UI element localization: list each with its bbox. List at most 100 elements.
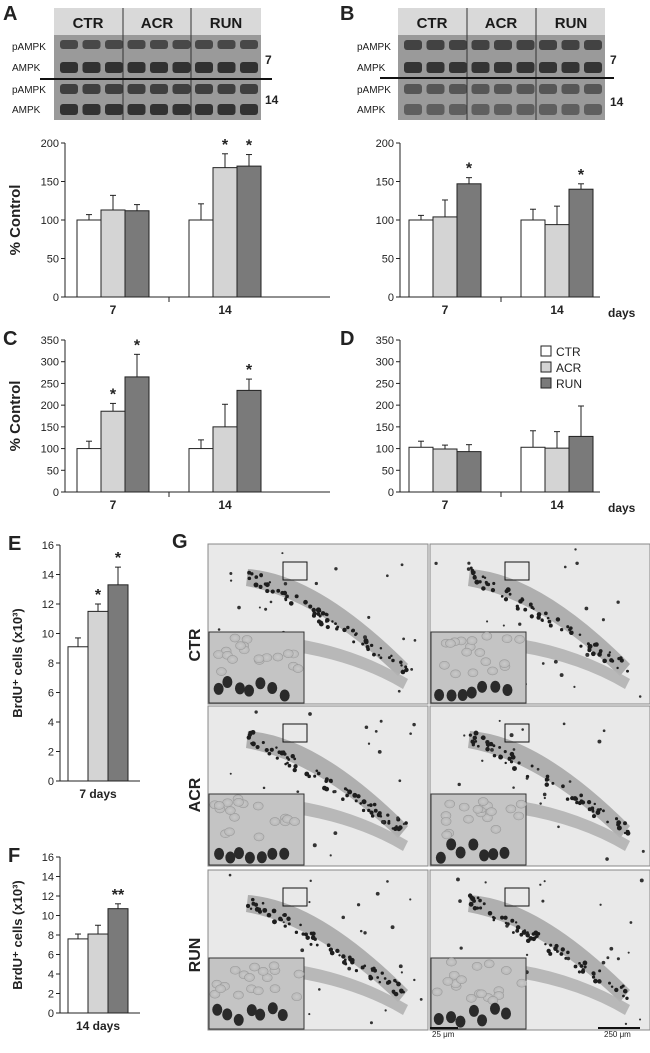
brdu-cell — [523, 607, 528, 612]
brdu-cell — [294, 930, 299, 934]
brdu-cell — [320, 611, 326, 616]
brdu-cell — [341, 915, 345, 920]
brdu-cell — [342, 627, 347, 633]
x-tick-label: 14 — [550, 303, 564, 317]
brdu-cell — [476, 744, 480, 748]
inset-cell — [499, 659, 510, 668]
granule-cell-layer — [296, 965, 408, 1015]
blot-band — [240, 40, 258, 49]
panel-letter-e: E — [8, 533, 21, 555]
brdu-cell — [598, 969, 602, 973]
inset-brdu-cell — [457, 689, 468, 702]
y-tick-label: 0 — [388, 487, 394, 499]
brdu-cell — [535, 934, 539, 938]
brdu-cell — [559, 673, 564, 678]
brdu-cell — [400, 971, 403, 974]
bar-run — [568, 435, 594, 493]
blot-band — [195, 84, 213, 94]
y-tick-label: 16 — [42, 540, 54, 552]
brdu-cell — [597, 652, 602, 657]
brdu-cell — [577, 970, 582, 974]
brdu-cell — [543, 880, 546, 883]
inset-cell — [440, 817, 452, 826]
y-tick-label: 250 — [376, 378, 394, 390]
brdu-cell — [616, 820, 622, 826]
inset-cell — [224, 827, 235, 837]
brdu-cell — [626, 669, 629, 673]
brdu-cell — [395, 825, 398, 828]
x-unit-label: days — [608, 306, 636, 320]
blot-day-label: 14 — [265, 93, 279, 107]
brdu-cell — [507, 756, 511, 760]
brdu-cell — [623, 831, 627, 835]
granule-cell-layer — [468, 569, 630, 676]
inset-brdu-cell — [246, 1004, 257, 1017]
blot-row-label: pAMPK — [12, 85, 46, 96]
blot-band — [471, 84, 490, 94]
brdu-cell — [368, 803, 373, 808]
brdu-cell — [483, 576, 487, 580]
zoom-box — [282, 887, 308, 907]
brdu-cell — [409, 732, 412, 735]
brdu-cell — [269, 600, 273, 604]
brdu-cell — [283, 924, 287, 928]
brdu-cell — [456, 877, 460, 882]
brdu-cell — [480, 735, 486, 741]
brdu-cell — [312, 843, 317, 848]
brdu-cell — [312, 611, 317, 616]
brdu-cell — [573, 685, 576, 688]
inset-brdu-cell — [255, 1008, 266, 1021]
brdu-cell — [471, 743, 475, 747]
y-tick-label: 350 — [376, 335, 394, 347]
brdu-cell — [398, 779, 402, 783]
brdu-cell — [525, 953, 529, 957]
brdu-cell — [572, 796, 578, 801]
brdu-cell — [249, 907, 253, 910]
brdu-cell — [346, 625, 350, 630]
brdu-cell — [498, 719, 501, 722]
brdu-cell — [253, 902, 259, 907]
histology-grid: CTR ACR RUN 25 μm 250 μm — [187, 543, 650, 1039]
inset-cell — [268, 961, 280, 971]
brdu-cell — [293, 764, 298, 769]
blot-band — [561, 84, 580, 94]
inset-cell — [465, 994, 477, 1003]
brdu-cell — [268, 581, 272, 584]
brdu-cell — [579, 644, 583, 648]
inset-brdu-cell — [477, 1014, 488, 1027]
brdu-cell — [562, 722, 566, 726]
brdu-cell — [466, 567, 471, 571]
y-tick-label: 0 — [53, 487, 59, 499]
brdu-cell — [360, 965, 365, 970]
inset-brdu-cell — [446, 1011, 457, 1024]
blot-row-label: pAMPK — [12, 42, 46, 53]
brdu-cell — [369, 643, 374, 647]
brdu-cell — [511, 931, 515, 934]
inset-cell — [441, 830, 453, 840]
blot-band — [404, 84, 422, 94]
brdu-cell — [597, 979, 602, 984]
brdu-cell — [363, 639, 369, 645]
blot-band — [539, 84, 557, 94]
brdu-cell — [308, 1013, 311, 1016]
brdu-cell — [413, 978, 416, 982]
granule-cell-layer — [246, 895, 408, 1002]
brdu-cell — [325, 617, 330, 623]
brdu-cell — [505, 924, 509, 928]
brdu-cell — [638, 695, 642, 698]
brdu-cell — [404, 665, 408, 669]
blot-band — [217, 104, 236, 115]
y-tick-label: 4 — [48, 969, 54, 981]
brdu-cell — [412, 722, 416, 727]
blot-band — [60, 40, 78, 49]
brdu-cell — [354, 799, 358, 803]
brdu-cell — [539, 883, 542, 886]
brdu-cell — [404, 821, 408, 825]
inset-brdu-cell — [468, 1004, 479, 1017]
blot-band — [584, 84, 602, 94]
blot-band — [539, 104, 557, 115]
inset-cell — [467, 668, 479, 678]
brdu-cell — [625, 996, 629, 1000]
x-tick-label: 7 — [110, 303, 117, 317]
bar-ctr — [188, 219, 214, 298]
